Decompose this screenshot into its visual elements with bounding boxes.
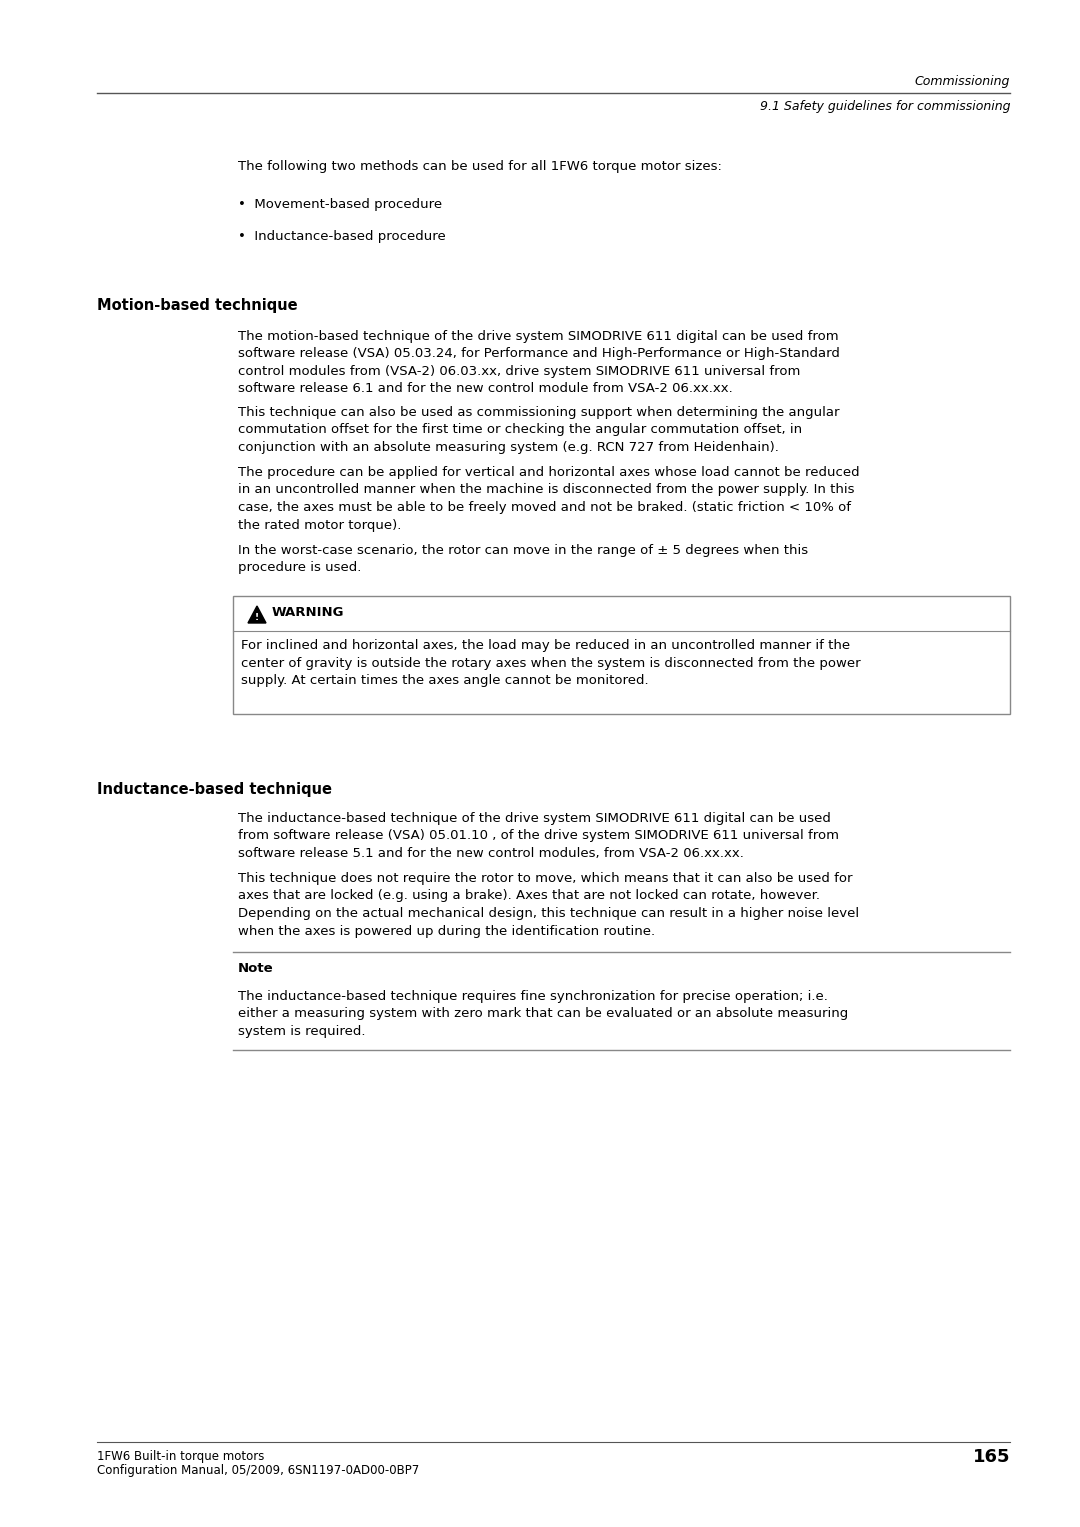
Text: This technique can also be used as commissioning support when determining the an: This technique can also be used as commi… xyxy=(238,406,839,454)
Text: •  Inductance-based procedure: • Inductance-based procedure xyxy=(238,231,446,243)
Text: The inductance-based technique of the drive system SIMODRIVE 611 digital can be : The inductance-based technique of the dr… xyxy=(238,812,839,860)
Text: Configuration Manual, 05/2009, 6SN1197-0AD00-0BP7: Configuration Manual, 05/2009, 6SN1197-0… xyxy=(97,1464,419,1477)
Text: The inductance-based technique requires fine synchronization for precise operati: The inductance-based technique requires … xyxy=(238,989,848,1038)
Text: In the worst-case scenario, the rotor can move in the range of ± 5 degrees when : In the worst-case scenario, the rotor ca… xyxy=(238,544,808,574)
Text: 9.1 Safety guidelines for commissioning: 9.1 Safety guidelines for commissioning xyxy=(759,99,1010,113)
Polygon shape xyxy=(248,606,266,623)
Text: Note: Note xyxy=(238,962,273,976)
Text: For inclined and horizontal axes, the load may be reduced in an uncontrolled man: For inclined and horizontal axes, the lo… xyxy=(241,638,861,687)
Text: •  Movement-based procedure: • Movement-based procedure xyxy=(238,199,442,211)
Text: The procedure can be applied for vertical and horizontal axes whose load cannot : The procedure can be applied for vertica… xyxy=(238,466,860,531)
Text: 165: 165 xyxy=(972,1448,1010,1466)
Text: Commissioning: Commissioning xyxy=(915,75,1010,89)
Text: !: ! xyxy=(255,614,259,623)
Text: 1FW6 Built-in torque motors: 1FW6 Built-in torque motors xyxy=(97,1451,265,1463)
Text: The following two methods can be used for all 1FW6 torque motor sizes:: The following two methods can be used fo… xyxy=(238,160,721,173)
Text: WARNING: WARNING xyxy=(272,606,345,618)
Text: The motion-based technique of the drive system SIMODRIVE 611 digital can be used: The motion-based technique of the drive … xyxy=(238,330,840,395)
Text: Motion-based technique: Motion-based technique xyxy=(97,298,298,313)
Text: This technique does not require the rotor to move, which means that it can also : This technique does not require the roto… xyxy=(238,872,859,938)
Text: Inductance-based technique: Inductance-based technique xyxy=(97,782,332,797)
FancyBboxPatch shape xyxy=(233,596,1010,715)
